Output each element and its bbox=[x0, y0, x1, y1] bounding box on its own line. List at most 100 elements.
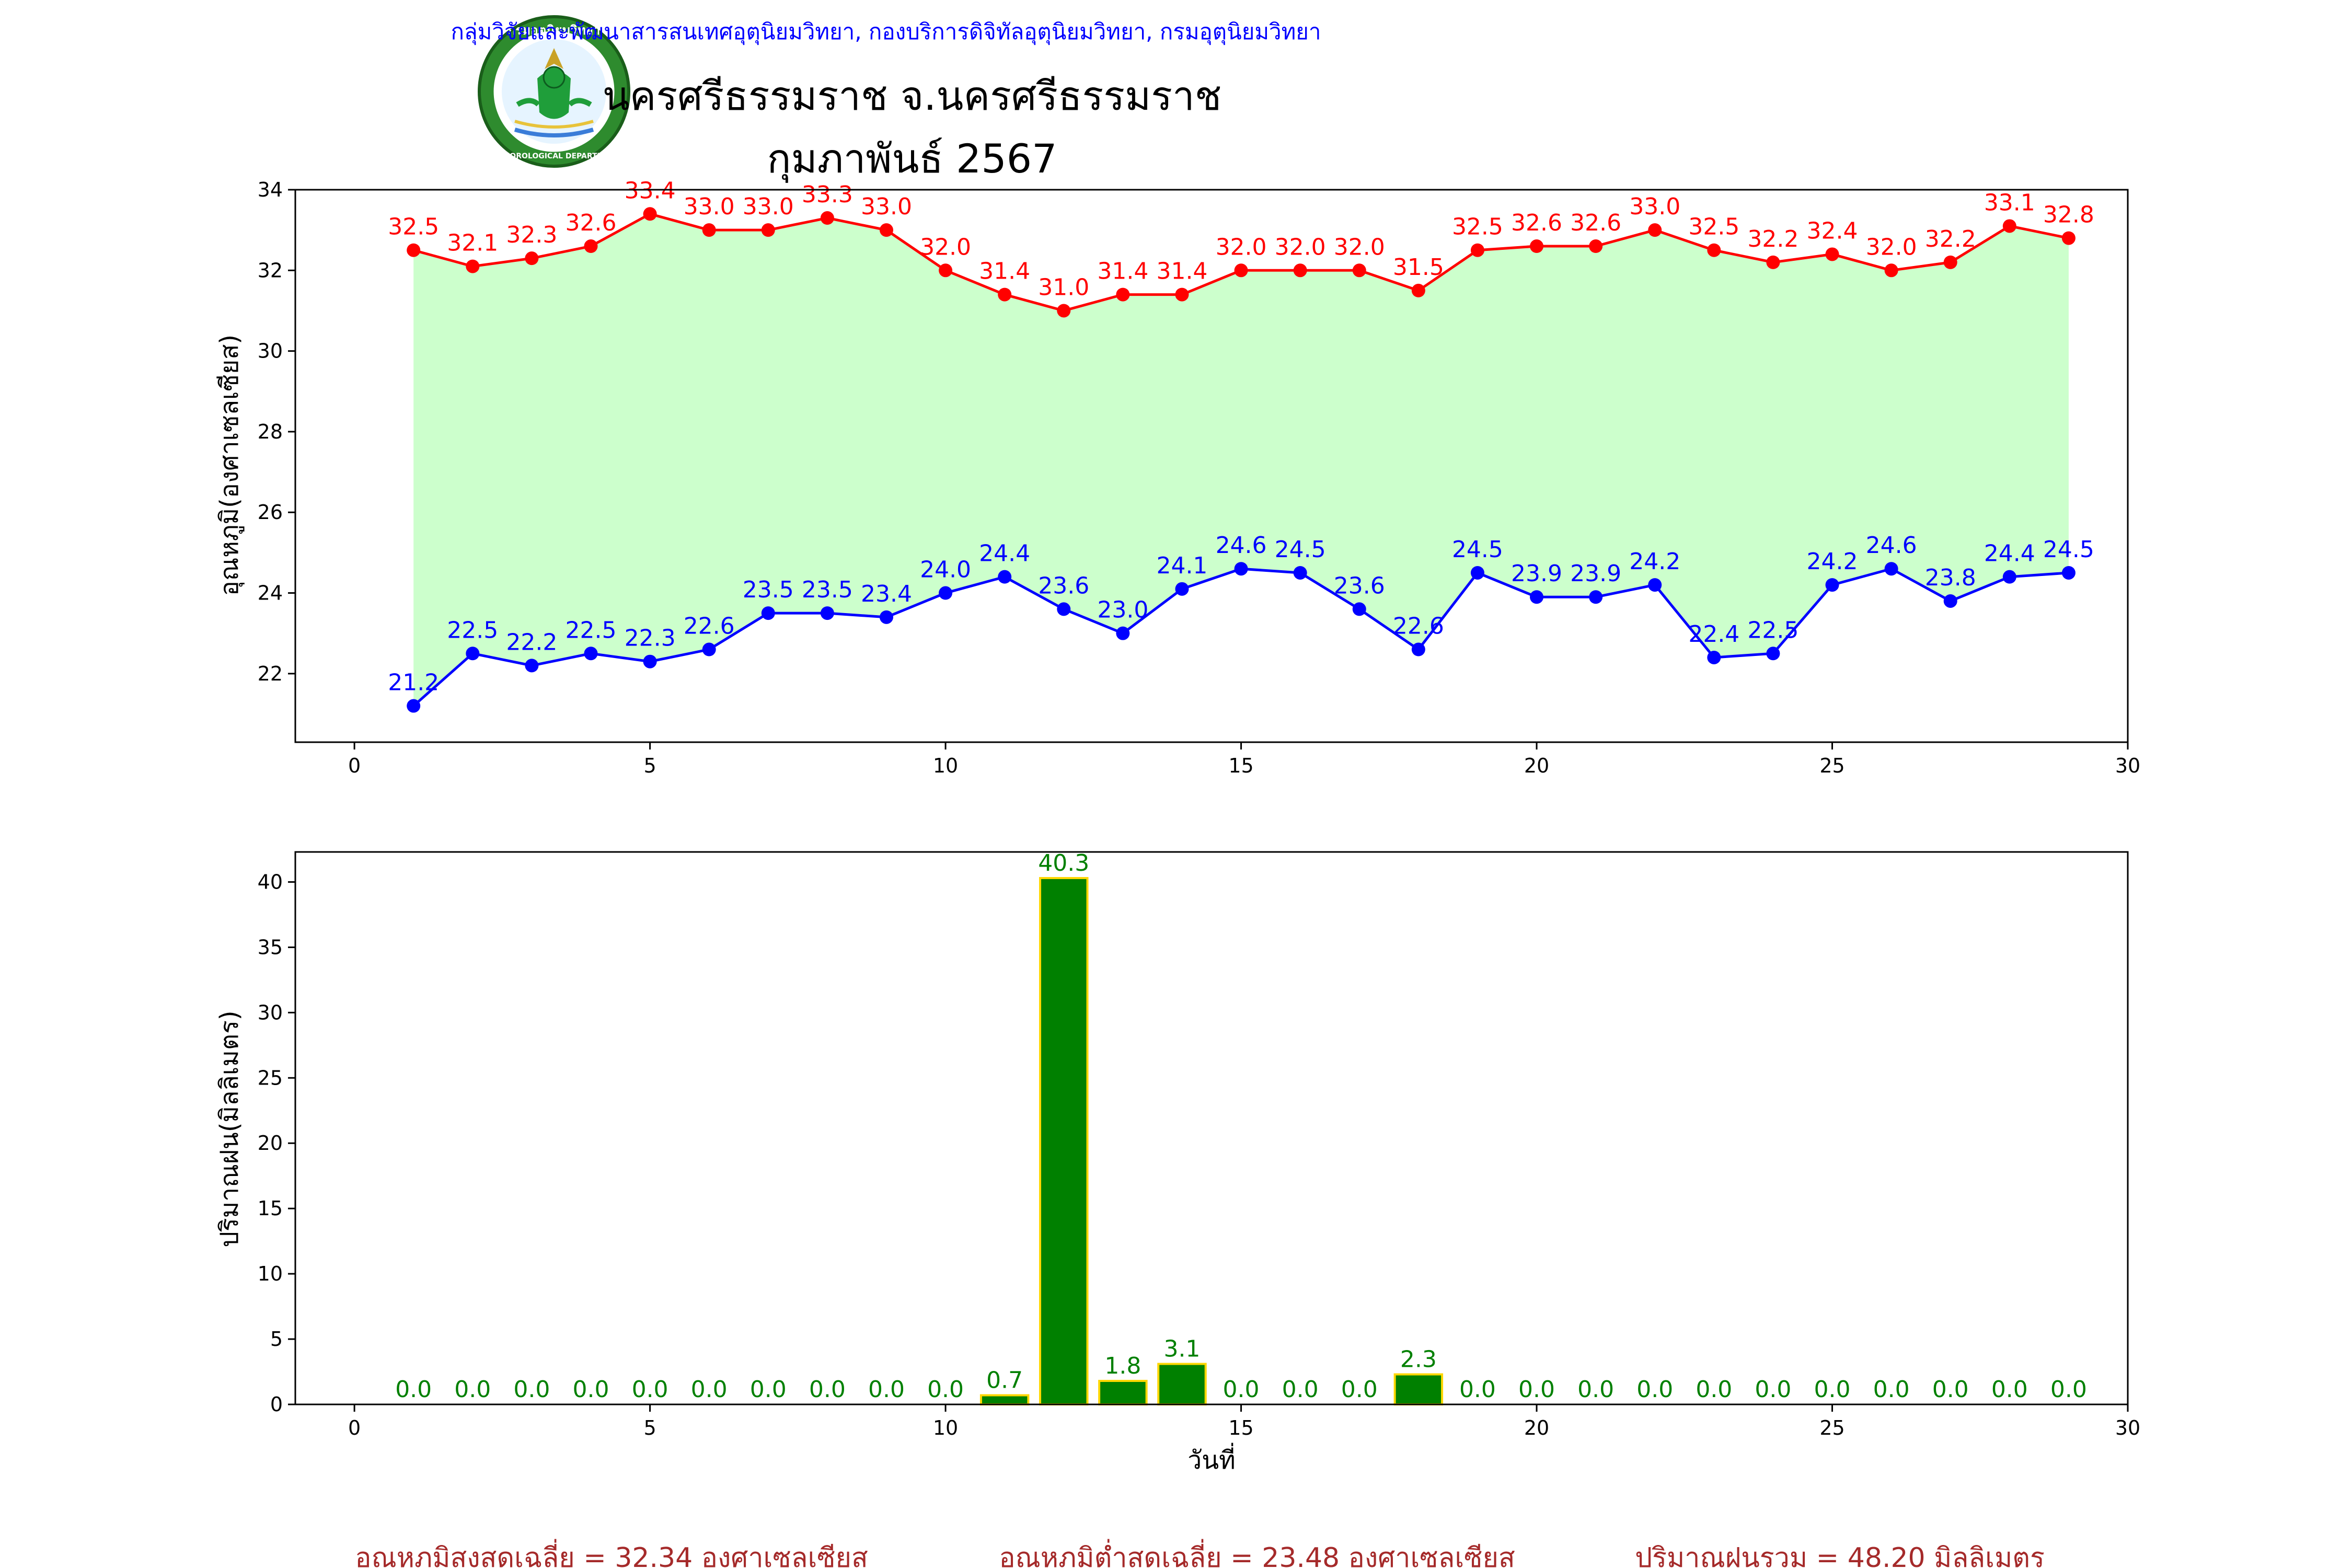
max-temperature-label: 32.6 bbox=[565, 210, 616, 236]
min-temperature-label: 23.9 bbox=[1511, 560, 1562, 587]
max-temperature-point bbox=[998, 287, 1012, 302]
rainfall-label: 0.0 bbox=[1577, 1376, 1614, 1403]
min-temperature-point bbox=[1766, 647, 1780, 661]
rainfall-label: 0.0 bbox=[1814, 1376, 1851, 1403]
min-temperature-point bbox=[1707, 650, 1721, 664]
min-temperature-point bbox=[1825, 578, 1839, 592]
rainfall-y-tick-label: 10 bbox=[258, 1262, 283, 1285]
rainfall-label: 0.0 bbox=[632, 1376, 668, 1403]
min-temperature-label: 23.4 bbox=[861, 581, 912, 607]
min-temperature-label: 24.5 bbox=[2043, 536, 2094, 563]
rainfall-label: 0.0 bbox=[572, 1376, 609, 1403]
max-temperature-label: 33.0 bbox=[684, 193, 735, 220]
max-temperature-label: 32.6 bbox=[1570, 210, 1621, 236]
temperature-y-tick-label: 24 bbox=[258, 582, 283, 605]
rainfall-label: 0.0 bbox=[513, 1376, 550, 1403]
rainfall-y-tick-label: 20 bbox=[258, 1132, 283, 1155]
temperature-y-tick-label: 28 bbox=[258, 420, 283, 443]
max-temperature-label: 32.3 bbox=[506, 222, 557, 248]
max-temperature-label: 31.4 bbox=[1156, 258, 1207, 285]
max-temperature-label: 32.5 bbox=[388, 214, 439, 240]
rainfall-x-axis-label: วันที่ bbox=[1187, 1443, 1235, 1475]
max-temperature-point bbox=[2002, 219, 2016, 233]
max-temperature-label: 33.1 bbox=[1984, 189, 2035, 216]
rainfall-label: 40.3 bbox=[1038, 850, 1089, 877]
temperature-y-tick-label: 30 bbox=[258, 340, 283, 363]
rainfall-label: 0.0 bbox=[809, 1376, 846, 1403]
min-temperature-label: 22.4 bbox=[1688, 621, 1739, 648]
average-max-temperature: อุณหภูมิสูงสุดเฉลี่ย = 32.34 องศาเซลเซีย… bbox=[355, 1539, 868, 1568]
max-temperature-point bbox=[1648, 223, 1662, 237]
temperature-data-labels: 32.5 32.1 32.3 32.6 33.4 33.0 33.0 33.3 33.0 32.0… bbox=[388, 177, 2094, 696]
rainfall-y-tick-label: 0 bbox=[270, 1393, 283, 1416]
min-temperature-point bbox=[1589, 590, 1603, 604]
rainfall-label: 0.0 bbox=[1873, 1376, 1910, 1403]
min-temperature-point bbox=[466, 647, 480, 661]
min-temperature-label: 22.6 bbox=[684, 613, 735, 640]
rainfall-y-tick-label: 5 bbox=[270, 1328, 283, 1351]
max-temperature-label: 32.4 bbox=[1807, 217, 1858, 244]
min-temperature-point bbox=[1352, 602, 1366, 616]
min-temperature-point bbox=[2002, 570, 2016, 584]
max-temperature-point bbox=[1707, 243, 1721, 257]
rainfall-label: 0.0 bbox=[1282, 1376, 1319, 1403]
meteorological-department-seal-icon: กรมอุตุนิยมวิทยา METEOROLOGICAL DEPARTME… bbox=[478, 15, 630, 168]
rainfall-label: 0.0 bbox=[1518, 1376, 1555, 1403]
temperature-points bbox=[407, 207, 2076, 713]
max-temperature-label: 33.0 bbox=[743, 193, 794, 220]
max-temperature-label: 32.0 bbox=[1275, 234, 1326, 260]
min-temperature-label: 21.2 bbox=[388, 670, 439, 696]
max-temperature-point bbox=[1234, 263, 1248, 278]
rainfall-label: 0.0 bbox=[2050, 1376, 2087, 1403]
max-temperature-point bbox=[2061, 231, 2076, 245]
max-temperature-point bbox=[820, 211, 834, 225]
rainfall-label: 0.0 bbox=[1459, 1376, 1496, 1403]
rainfall-label: 0.0 bbox=[927, 1376, 964, 1403]
temperature-y-tick-label: 22 bbox=[258, 662, 283, 685]
max-temperature-label: 33.4 bbox=[625, 177, 676, 204]
temperature-x-tick-label: 30 bbox=[2115, 754, 2140, 777]
max-temperature-point bbox=[761, 223, 775, 237]
min-temperature-label: 24.1 bbox=[1156, 552, 1207, 579]
max-temperature-point bbox=[1943, 255, 1957, 269]
max-temperature-point bbox=[939, 263, 953, 278]
rainfall-label: 0.0 bbox=[1223, 1376, 1260, 1403]
min-temperature-point bbox=[407, 699, 421, 713]
rainfall-label: 0.0 bbox=[691, 1376, 728, 1403]
rainfall-label: 0.0 bbox=[1341, 1376, 1378, 1403]
temperature-x-tick-label: 0 bbox=[348, 754, 361, 777]
max-temperature-point bbox=[1175, 287, 1189, 302]
temperature-y-tick-label: 26 bbox=[258, 501, 283, 524]
max-temperature-label: 32.0 bbox=[920, 234, 971, 260]
max-temperature-label: 32.5 bbox=[1452, 214, 1503, 240]
max-temperature-label: 32.6 bbox=[1511, 210, 1562, 236]
rainfall-label: 0.0 bbox=[1932, 1376, 1969, 1403]
min-temperature-label: 24.4 bbox=[979, 540, 1030, 567]
rainfall-bar bbox=[1157, 1363, 1207, 1405]
min-temperature-label: 23.5 bbox=[802, 577, 853, 603]
max-temperature-point bbox=[1825, 247, 1839, 261]
max-temperature-label: 31.0 bbox=[1038, 274, 1089, 301]
max-temperature-label: 32.0 bbox=[1866, 234, 1917, 260]
min-temperature-label: 24.2 bbox=[1629, 548, 1680, 575]
max-temperature-point bbox=[1470, 243, 1484, 257]
period-title: กุมภาพันธ์ 2567 bbox=[767, 135, 1057, 183]
seal-text-bottom: METEOROLOGICAL DEPARTMENT bbox=[488, 152, 621, 160]
max-temperature-point bbox=[1057, 304, 1071, 318]
rainfall-bar bbox=[1393, 1373, 1444, 1405]
temperature-y-axis-label: อุณหภูมิ(องศาเซลเซียส) bbox=[215, 335, 245, 596]
total-rainfall: ปริมาณฝนรวม = 48.20 มิลลิเมตร bbox=[1635, 1542, 2045, 1568]
rainfall-label: 0.0 bbox=[1755, 1376, 1791, 1403]
temperature-chart: 32.5 32.1 32.3 32.6 33.4 33.0 33.0 33.3 33.0 32.0… bbox=[215, 177, 2140, 777]
min-temperature-point bbox=[584, 647, 598, 661]
rainfall-y-tick-label: 35 bbox=[258, 936, 283, 959]
organization-line: กลุ่มวิจัยและพัฒนาสารสนเทศอุตุนิยมวิทยา,… bbox=[451, 19, 1321, 45]
max-temperature-point bbox=[1589, 239, 1603, 253]
rainfall-label: 1.8 bbox=[1104, 1353, 1141, 1379]
max-temperature-point bbox=[1116, 287, 1130, 302]
max-temperature-label: 33.3 bbox=[802, 181, 853, 208]
min-temperature-label: 23.6 bbox=[1038, 572, 1089, 599]
min-temperature-label: 22.2 bbox=[506, 629, 557, 655]
max-temperature-point bbox=[643, 207, 657, 221]
min-temperature-point bbox=[1411, 642, 1425, 656]
